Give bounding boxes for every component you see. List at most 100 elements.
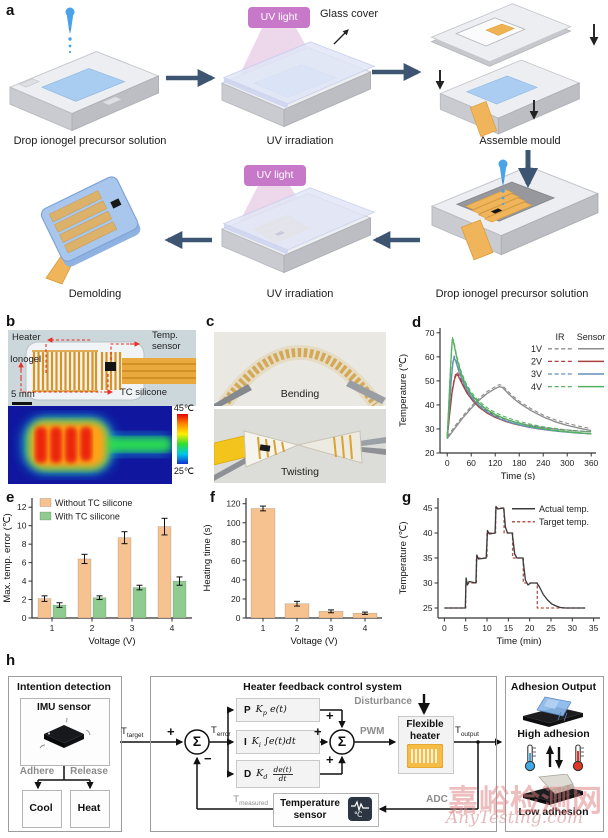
svg-text:40: 40 bbox=[231, 575, 241, 585]
svg-text:Temperature (℃): Temperature (℃) bbox=[398, 522, 409, 595]
scale-label: 5 mm bbox=[11, 389, 35, 400]
sum-junction-symbol: Σ bbox=[337, 733, 347, 749]
svg-text:120: 120 bbox=[488, 458, 502, 468]
flexible-heater-label: Flexible heater bbox=[406, 719, 444, 742]
svg-text:360: 360 bbox=[584, 458, 598, 468]
sum-junction-circle bbox=[184, 729, 210, 755]
svg-text:3: 3 bbox=[329, 623, 334, 633]
svg-text:120: 120 bbox=[226, 499, 240, 509]
svg-text:6: 6 bbox=[22, 558, 27, 568]
svg-text:100: 100 bbox=[226, 518, 240, 528]
demolded-device bbox=[40, 176, 141, 285]
svg-text:20: 20 bbox=[525, 623, 535, 633]
colorbar-max-label: 45℃ bbox=[173, 403, 194, 413]
svg-text:60: 60 bbox=[231, 556, 241, 566]
ionogel-label: Ionogel bbox=[10, 354, 42, 365]
panel-label-b: b bbox=[6, 313, 16, 330]
minus-sign: − bbox=[204, 751, 212, 766]
svg-text:With TC silicone: With TC silicone bbox=[55, 512, 120, 522]
dropper-icon bbox=[65, 7, 75, 54]
svg-text:15: 15 bbox=[504, 623, 514, 633]
adhesion-title: Adhesion Output bbox=[510, 681, 597, 693]
svg-text:3V: 3V bbox=[531, 369, 542, 379]
plus-sign: + bbox=[326, 708, 334, 723]
uv-light-badge: UV light bbox=[248, 7, 310, 28]
plus-sign: + bbox=[314, 724, 322, 739]
svg-text:30: 30 bbox=[423, 578, 433, 588]
high-adhesion-label: High adhesion bbox=[517, 728, 590, 740]
panel-label-g: g bbox=[402, 489, 412, 506]
svg-text:Time (s): Time (s) bbox=[501, 471, 535, 480]
svg-text:Heating time (s): Heating time (s) bbox=[202, 524, 213, 591]
svg-text:40: 40 bbox=[423, 528, 433, 538]
svg-text:Time (min): Time (min) bbox=[496, 636, 541, 647]
svg-text:Sensor: Sensor bbox=[577, 332, 606, 342]
low-adhesion-icon bbox=[523, 774, 583, 805]
mould-step4 bbox=[430, 165, 600, 261]
t-output-label: Toutput bbox=[455, 725, 479, 738]
svg-text:0: 0 bbox=[445, 458, 450, 468]
hot-thermometer-icon bbox=[572, 744, 584, 772]
heating-time-chart: 0 20 40 60 80 100 120 1 2 3 4 Voltage (V) Heating ti… bbox=[202, 498, 382, 647]
mould-step2 bbox=[220, 41, 376, 128]
cool-box bbox=[22, 790, 62, 828]
temperature-sensor-label: Temperature sensor bbox=[280, 798, 340, 821]
tweezers-icon bbox=[214, 384, 252, 406]
plus-sign: + bbox=[167, 724, 175, 739]
svg-text:12: 12 bbox=[17, 502, 27, 512]
svg-text:Target temp.: Target temp. bbox=[539, 517, 589, 527]
svg-text:1: 1 bbox=[50, 623, 55, 633]
svg-text:1: 1 bbox=[261, 623, 266, 633]
svg-text:Voltage (V): Voltage (V) bbox=[89, 636, 136, 647]
release-label: Release bbox=[70, 766, 108, 777]
disturbance-label: Disturbance bbox=[354, 696, 412, 707]
cold-thermometer-icon bbox=[524, 744, 536, 772]
mould-step1 bbox=[8, 51, 160, 132]
pid-p-box: P Kp e(t) bbox=[236, 698, 320, 722]
svg-text:30: 30 bbox=[425, 424, 435, 434]
step-caption: Demolding bbox=[68, 288, 122, 300]
panel-label-h: h bbox=[6, 652, 16, 669]
svg-text:4: 4 bbox=[363, 623, 368, 633]
panel-label-d: d bbox=[412, 314, 422, 331]
fabrication-process-illustration bbox=[8, 3, 600, 285]
svg-text:IR: IR bbox=[556, 332, 566, 342]
svg-text:Voltage (V): Voltage (V) bbox=[291, 636, 338, 647]
svg-text:20: 20 bbox=[425, 448, 435, 458]
svg-text:0: 0 bbox=[442, 623, 447, 633]
svg-text:Max. temp. error (℃): Max. temp. error (℃) bbox=[2, 513, 13, 602]
heat-label: Heat bbox=[77, 802, 101, 814]
svg-text:25: 25 bbox=[423, 603, 433, 613]
svg-text:℃: ℃ bbox=[354, 810, 363, 819]
t-error-label: Terror bbox=[211, 725, 231, 738]
adhere-label: Adhere bbox=[19, 766, 55, 777]
heater-coil-icon bbox=[407, 744, 443, 768]
high-adhesion-icon bbox=[523, 696, 583, 727]
adc-label: ADC bbox=[426, 794, 448, 805]
svg-text:240: 240 bbox=[536, 458, 550, 468]
temp-sensor-icon: ℃ bbox=[348, 797, 372, 821]
svg-text:300: 300 bbox=[560, 458, 574, 468]
svg-text:8: 8 bbox=[22, 539, 27, 549]
uv-light-badge: UV light bbox=[244, 165, 306, 186]
adhesion-output-box bbox=[505, 676, 604, 832]
svg-text:4: 4 bbox=[22, 576, 27, 586]
svg-text:Without TC silicone: Without TC silicone bbox=[55, 498, 132, 508]
tc-silicone-label: TC silicone bbox=[120, 387, 167, 398]
scale-bar bbox=[12, 402, 32, 405]
svg-text:Actual temp.: Actual temp. bbox=[539, 504, 589, 514]
bending-label: Bending bbox=[280, 388, 320, 400]
low-adhesion-label: Low adhesion bbox=[518, 806, 589, 818]
tweezers-icon bbox=[346, 380, 386, 404]
intention-detection-box bbox=[8, 676, 122, 832]
panel-label-c: c bbox=[206, 313, 215, 330]
t-target-label: Ttarget bbox=[121, 726, 144, 739]
svg-text:10: 10 bbox=[17, 521, 27, 531]
temperature-sensor-chip bbox=[105, 362, 116, 371]
svg-text:60: 60 bbox=[466, 458, 476, 468]
svg-text:40: 40 bbox=[425, 400, 435, 410]
svg-text:1V: 1V bbox=[531, 344, 542, 354]
panel-label-a: a bbox=[6, 2, 15, 19]
